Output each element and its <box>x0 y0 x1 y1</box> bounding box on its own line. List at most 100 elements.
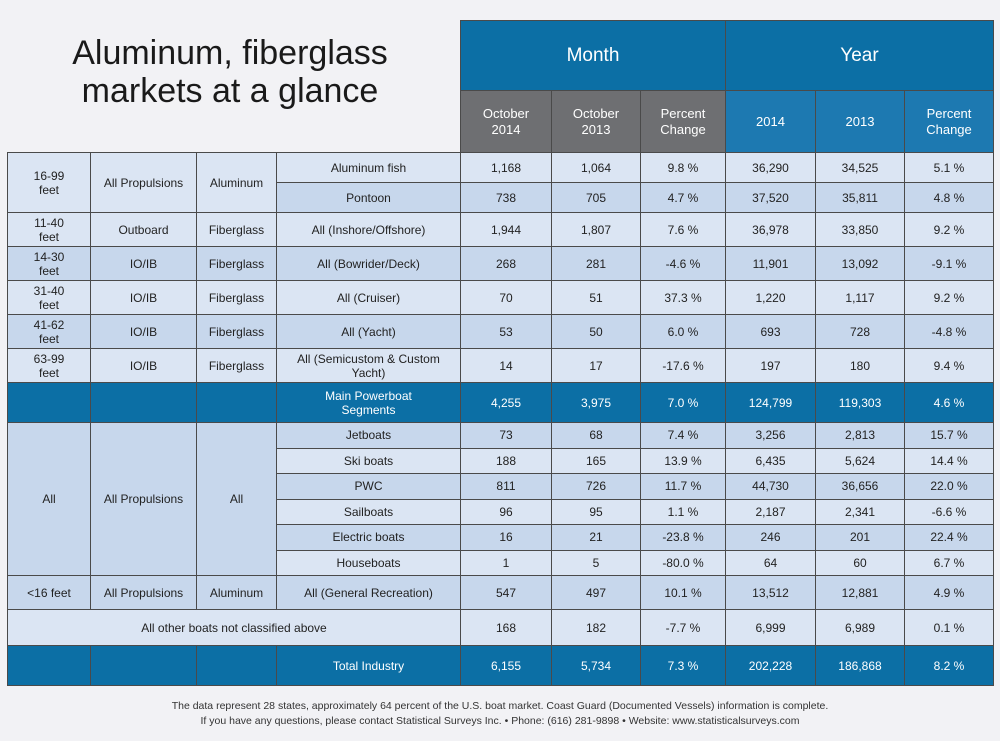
value-cell-text: 33,850 <box>841 222 879 237</box>
data-row: PWC 811 726 11.7 % 44,730 36,656 22.0 % <box>8 473 994 500</box>
material-cell: Aluminum <box>196 152 277 213</box>
value-cell-text: 6,999 <box>755 620 786 635</box>
value-cell: 21 <box>551 524 641 551</box>
propulsion-cell: All Propulsions <box>90 575 197 610</box>
segment-cell-text: Sailboats <box>343 504 394 519</box>
value-cell-text: -17.6 % <box>662 358 704 373</box>
segment-cell-text: All (Yacht) <box>341 324 396 339</box>
value-cell-text: 1.1 % <box>667 504 699 519</box>
column-header: 2014 <box>725 90 816 153</box>
value-cell-text: 246 <box>760 530 781 545</box>
value-cell-text: 811 <box>496 479 516 494</box>
value-cell-text: 9.4 % <box>933 358 965 373</box>
value-cell-text: 3,256 <box>755 428 786 443</box>
segment-cell: Main Powerboat Segments <box>276 382 461 423</box>
column-header: October 2013 <box>551 90 641 153</box>
value-cell: 4.8 % <box>904 182 994 213</box>
size-cell: <16 feet <box>7 575 91 610</box>
value-cell: 4,255 <box>460 382 552 423</box>
value-cell: 60 <box>815 549 905 576</box>
propulsion-cell-text: All Propulsions <box>103 175 184 190</box>
value-cell-text: 182 <box>585 620 607 635</box>
value-cell: 22.4 % <box>904 524 994 551</box>
value-cell-text: 7.6 % <box>667 222 699 237</box>
value-cell-text: 22.4 % <box>930 530 968 545</box>
propulsion-cell-text: IO/IB <box>129 290 158 305</box>
value-cell-text: 1,117 <box>845 290 875 305</box>
value-cell-text: 1 <box>502 555 510 570</box>
propulsion-cell-text: IO/IB <box>129 256 158 271</box>
value-cell: 547 <box>460 575 552 610</box>
value-cell-text: 9.2 % <box>933 290 965 305</box>
value-cell: 811 <box>460 473 552 500</box>
value-cell: 33,850 <box>815 212 905 247</box>
empty-cell <box>7 645 91 686</box>
value-cell: 0.1 % <box>904 609 994 646</box>
column-header-text: October 2014 <box>482 105 530 137</box>
value-cell-text: 15.7 % <box>930 428 968 443</box>
value-cell-text: 13.9 % <box>664 453 702 468</box>
value-cell: 53 <box>460 314 552 349</box>
value-cell: 2,341 <box>815 498 905 525</box>
value-cell: 12,881 <box>815 575 905 610</box>
size-cell-text: 41-62 feet <box>33 317 65 346</box>
size-cell: All <box>7 422 91 576</box>
segment-cell-text: Pontoon <box>346 190 391 205</box>
value-cell: 9.8 % <box>640 152 726 183</box>
value-cell-text: 11.7 % <box>664 479 702 494</box>
value-cell-text: 281 <box>585 256 607 271</box>
propulsion-cell-text: IO/IB <box>129 358 158 373</box>
segment-cell-text: All (Semicustom & Custom Yacht) <box>297 351 440 380</box>
value-cell-text: 7.3 % <box>667 658 699 673</box>
value-cell: 6,989 <box>815 609 905 646</box>
value-cell-text: 201 <box>849 530 871 545</box>
material-cell-text: Aluminum <box>209 585 264 600</box>
value-cell-text: 6,989 <box>844 620 876 635</box>
value-cell: 4.9 % <box>904 575 994 610</box>
value-cell: 9.2 % <box>904 280 994 315</box>
value-cell: 64 <box>725 549 816 576</box>
summary-row: Main Powerboat Segments 4,255 3,975 7.0 % 12… <box>7 382 994 423</box>
value-cell-text: 2,813 <box>844 428 876 443</box>
value-cell-text: 44,730 <box>752 479 789 494</box>
value-cell: 168 <box>460 609 552 646</box>
value-cell: 197 <box>725 348 816 383</box>
value-cell-text: 4.8 % <box>933 190 965 205</box>
value-cell: 16 <box>460 524 552 551</box>
segment-cell: All (Yacht) <box>276 314 461 349</box>
column-header-text: Percent Change <box>926 105 972 137</box>
size-cell-text: 11-40 feet <box>34 215 64 244</box>
segment-cell: Aluminum fish <box>276 152 461 183</box>
value-cell: 36,656 <box>815 473 905 500</box>
size-cell-text: 31-40 feet <box>33 283 65 312</box>
value-cell: 728 <box>815 314 905 349</box>
value-cell: -9.1 % <box>904 246 994 281</box>
column-header: October 2014 <box>460 90 552 153</box>
value-cell: 119,303 <box>815 382 905 423</box>
value-cell-text: 96 <box>499 504 513 519</box>
value-cell-text: 1,220 <box>755 290 786 305</box>
value-cell-text: 12,881 <box>841 585 879 600</box>
value-cell-text: 14.4 % <box>930 453 968 468</box>
segment-cell-text: Electric boats <box>332 530 405 545</box>
value-cell-text: 17 <box>589 358 603 373</box>
value-cell: 2,813 <box>815 422 905 449</box>
material-cell: Fiberglass <box>196 246 277 281</box>
value-cell: 68 <box>551 422 641 449</box>
segment-cell: All (Bowrider/Deck) <box>276 246 461 281</box>
material-cell-text: Fiberglass <box>208 222 265 237</box>
value-cell-text: 186,868 <box>838 658 882 673</box>
value-cell: 705 <box>551 182 641 213</box>
material-cell-text: Fiberglass <box>208 324 265 339</box>
data-row: Electric boats 16 21 -23.8 % 246 201 22.4 % <box>8 524 994 551</box>
segment-cell: Total Industry <box>276 645 461 686</box>
value-cell: 7.6 % <box>640 212 726 247</box>
summary-row: Total Industry 6,155 5,734 7.3 % 202,228 186,… <box>7 645 994 686</box>
value-cell-text: 9.2 % <box>933 222 965 237</box>
size-cell: 14-30 feet <box>7 246 91 281</box>
value-cell-text: 705 <box>585 190 607 205</box>
segment-cell-text: All (Cruiser) <box>336 290 401 305</box>
value-cell-text: 1,944 <box>490 222 522 237</box>
propulsion-cell: Outboard <box>90 212 197 247</box>
